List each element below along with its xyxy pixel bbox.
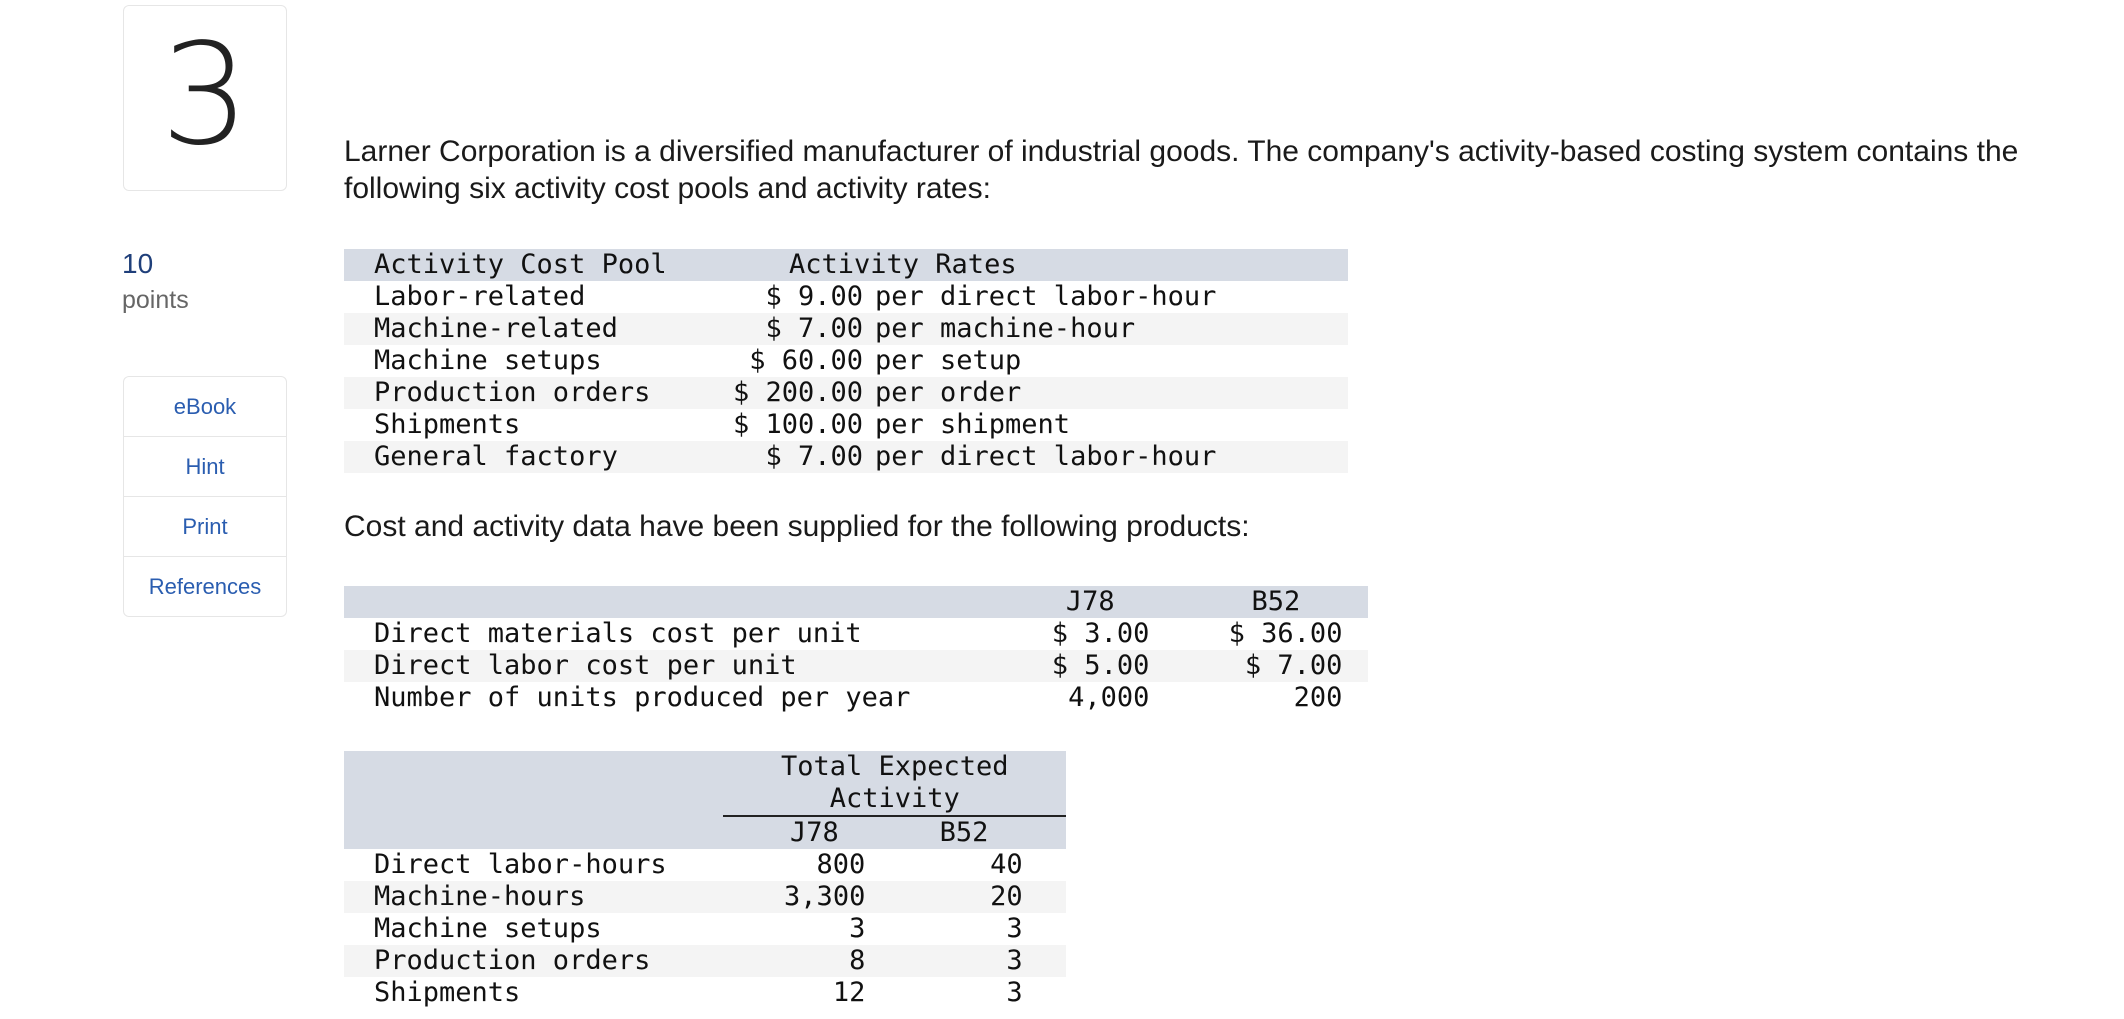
pool-rate: $ 7.00 (723, 313, 863, 345)
row-pad (1342, 650, 1368, 682)
product-cost-table: J78 B52 Direct materials cost per unit $… (344, 586, 1368, 714)
pool-name: Machine-related (344, 313, 723, 345)
question-number-box: 3 (123, 5, 287, 191)
pool-rate: $ 60.00 (749, 345, 863, 376)
activity-cost-pools-table: Activity Cost Pool Activity Rates Labor-… (344, 249, 1348, 473)
row-pad (1022, 945, 1066, 977)
header-b52: B52 (1149, 586, 1343, 618)
header-pad (1022, 816, 1066, 849)
b52-value: 3 (1006, 913, 1023, 944)
table-row: Labor-related $ 9.00 per direct labor-ho… (344, 281, 1348, 313)
table-group-header-row: Total Expected Activity (344, 751, 1066, 849)
pool-rate: $ 9.00 (765, 281, 863, 312)
row-pad (1023, 849, 1066, 881)
header-blank (344, 751, 724, 849)
table-header-row: J78 B52 (344, 586, 1368, 618)
row-label: Direct materials cost per unit (374, 618, 862, 649)
table-row: Machine setups $ 60.00 per setup (344, 345, 1348, 377)
table-row: General factory $ 7.00 per direct labor-… (344, 441, 1348, 473)
table-row: Direct labor-hours 800 40 (344, 849, 1066, 881)
pool-unit: per direct labor-hour (875, 281, 1217, 312)
b52-value: $ 36.00 (1228, 618, 1343, 649)
pool-name: Labor-related (374, 281, 586, 312)
row-label: Shipments (374, 977, 521, 1008)
pool-unit: per order (863, 377, 1348, 409)
b52-value: 40 (990, 849, 1023, 880)
pool-name: Machine setups (374, 345, 602, 376)
pool-unit: per shipment (875, 409, 1071, 440)
table-row: Direct materials cost per unit $ 3.00 $ … (344, 618, 1368, 650)
ebook-link[interactable]: eBook (124, 377, 286, 437)
b52-value: 3 (1006, 977, 1023, 1008)
pool-name: Shipments (374, 409, 521, 440)
b52-value: 20 (865, 881, 1023, 913)
j78-value: 3 (849, 913, 866, 944)
question-intro: Larner Corporation is a diversified manu… (344, 135, 2019, 205)
pool-rate: $ 200.00 (723, 377, 863, 409)
references-link[interactable]: References (148, 573, 262, 599)
b52-value: 3 (865, 945, 1023, 977)
expected-activity-table: Total Expected Activity J78 B52 Direct l… (344, 751, 1066, 1009)
header-b52: B52 (865, 816, 1023, 849)
b52-value: $ 7.00 (1149, 650, 1343, 682)
row-pad (1022, 881, 1066, 913)
header-j78: J78 (991, 586, 1150, 618)
table-header-row: J78 B52 (344, 816, 1066, 849)
header-blank (344, 586, 992, 618)
row-pad (1342, 682, 1368, 714)
row-pad (1023, 977, 1066, 1009)
row-label: Machine-hours (344, 881, 724, 913)
pool-rate: $ 100.00 (732, 409, 863, 440)
j78-value: 8 (723, 945, 866, 977)
cost-data-intro: Cost and activity data have been supplie… (344, 510, 1250, 543)
j78-value: 12 (832, 977, 866, 1008)
table-row: Shipments $ 100.00 per shipment (344, 409, 1348, 441)
question-number: 3 (160, 14, 250, 177)
table-row: Number of units produced per year 4,000 … (344, 682, 1368, 714)
row-label: Machine setups (374, 913, 602, 944)
print-link[interactable]: Print (124, 497, 286, 557)
points-value: 10 (122, 248, 154, 279)
b52-value: 200 (1293, 682, 1343, 713)
pool-unit: per direct labor-hour (863, 441, 1348, 473)
row-pad (1023, 913, 1066, 945)
j78-value: $ 5.00 (991, 650, 1150, 682)
table-row: Production orders 8 3 (344, 945, 1066, 977)
header-activity-rates: Activity Rates (723, 249, 1348, 281)
pool-unit: per machine-hour (863, 313, 1348, 345)
table-row: Shipments 12 3 (344, 977, 1066, 1009)
header-pad (1342, 586, 1368, 618)
table-row: Direct labor cost per unit $ 5.00 $ 7.00 (344, 650, 1368, 682)
hint-link[interactable]: Hint (124, 437, 286, 497)
table-row: Machine-related $ 7.00 per machine-hour (344, 313, 1348, 345)
pool-name: General factory (344, 441, 723, 473)
row-label: Number of units produced per year (374, 682, 911, 713)
pool-unit: per setup (875, 345, 1022, 376)
j78-value: $ 3.00 (1051, 618, 1150, 649)
row-pad (1342, 618, 1368, 650)
points-label: points (122, 286, 189, 314)
header-j78: J78 (723, 816, 866, 849)
table-header-row: Activity Cost Pool Activity Rates (344, 249, 1348, 281)
row-label: Direct labor-hours (374, 849, 667, 880)
header-cost-pool: Activity Cost Pool (344, 249, 723, 281)
row-label: Direct labor cost per unit (344, 650, 992, 682)
j78-value: 800 (816, 849, 866, 880)
table-row: Machine-hours 3,300 20 (344, 881, 1066, 913)
header-total-expected-activity: Total Expected Activity (723, 751, 1066, 817)
j78-value: 3,300 (723, 881, 866, 913)
pool-rate: $ 7.00 (723, 441, 863, 473)
tools-panel: eBook Hint Print References (123, 376, 287, 617)
row-label: Production orders (344, 945, 724, 977)
j78-value: 4,000 (1068, 682, 1150, 713)
pool-name: Production orders (344, 377, 723, 409)
table-row: Machine setups 3 3 (344, 913, 1066, 945)
table-row: Production orders $ 200.00 per order (344, 377, 1348, 409)
